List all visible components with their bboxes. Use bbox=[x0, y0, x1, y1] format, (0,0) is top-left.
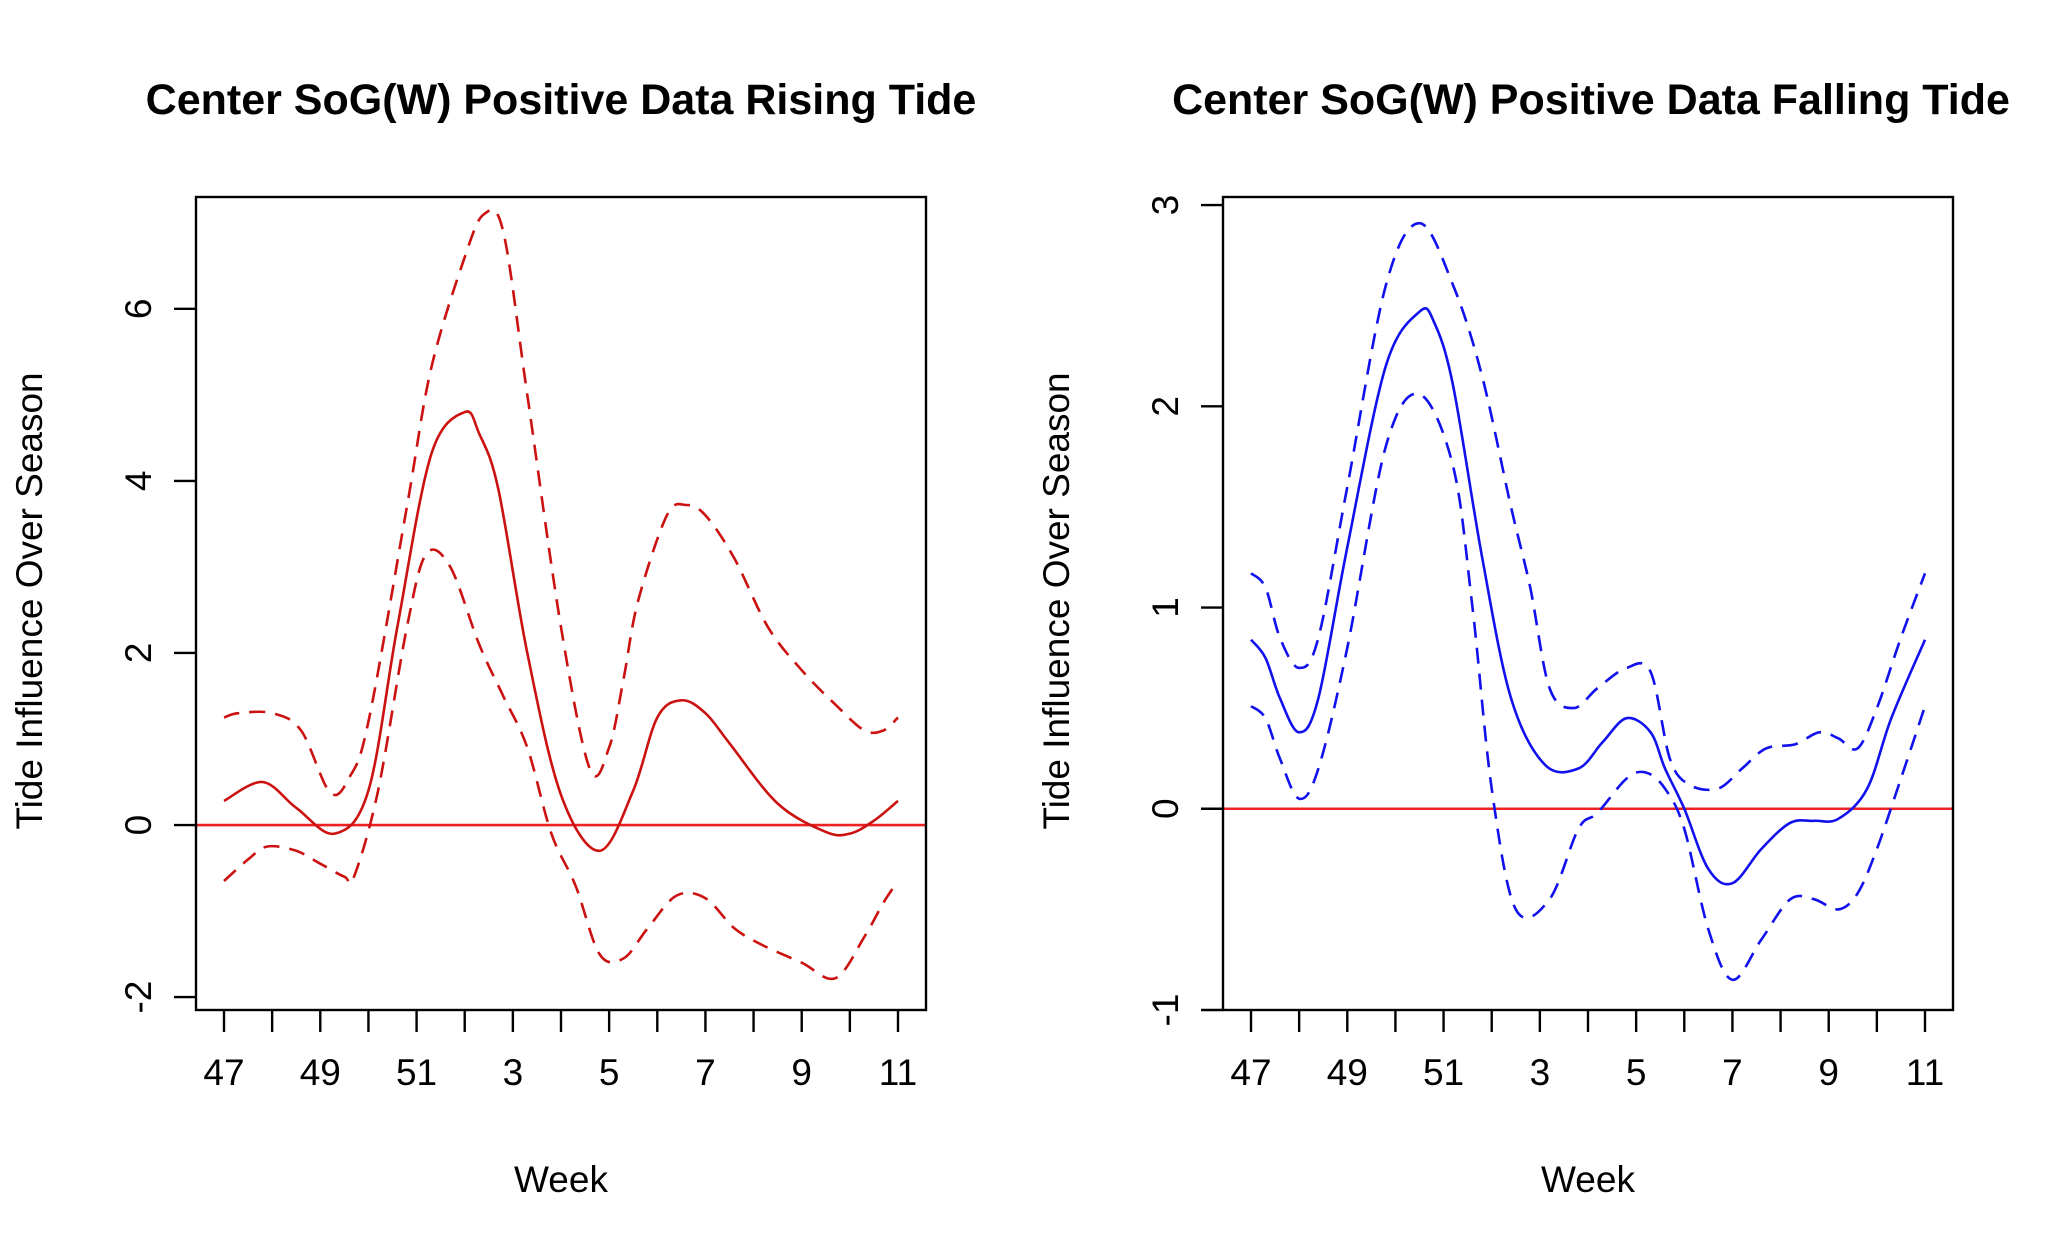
y-tick-label: 6 bbox=[118, 299, 159, 320]
x-tick-label: 7 bbox=[1722, 1052, 1743, 1093]
chart-title: Center SoG(W) Positive Data Rising Tide bbox=[146, 76, 977, 124]
x-tick-label: 5 bbox=[599, 1052, 620, 1093]
x-tick-label: 5 bbox=[1626, 1052, 1647, 1093]
plot-frame bbox=[194, 195, 928, 1012]
x-axis-label: Week bbox=[514, 1159, 608, 1200]
y-tick-label: 0 bbox=[118, 815, 159, 836]
chart-title: Center SoG(W) Positive Data Falling Tide bbox=[1172, 76, 2010, 124]
series-estimate-line bbox=[223, 410, 899, 853]
y-axis-label: Tide Influence Over Season bbox=[9, 372, 50, 829]
series-upper-line bbox=[1250, 221, 1927, 792]
x-tick-label: 9 bbox=[1818, 1052, 1839, 1093]
x-tick-label: 3 bbox=[503, 1052, 524, 1093]
x-tick-label: 49 bbox=[300, 1052, 341, 1093]
y-tick-label: -2 bbox=[118, 981, 159, 1014]
x-tick-label: 11 bbox=[879, 1052, 917, 1093]
series-lower-line bbox=[1250, 392, 1927, 982]
y-tick-label: 4 bbox=[118, 471, 159, 492]
y-tick-label: 3 bbox=[1145, 195, 1186, 216]
y-tick-label: 0 bbox=[1145, 798, 1186, 819]
plot-frame bbox=[1221, 195, 1955, 1012]
x-tick-label: 47 bbox=[203, 1052, 244, 1093]
x-tick-label: 9 bbox=[791, 1052, 812, 1093]
x-tick-label: 51 bbox=[396, 1052, 437, 1093]
x-tick-label: 3 bbox=[1530, 1052, 1551, 1093]
panel-falling-tide: Center SoG(W) Positive Data Falling Tide… bbox=[1036, 76, 2010, 1200]
y-tick-label: 2 bbox=[118, 643, 159, 664]
x-axis-label: Week bbox=[1541, 1159, 1635, 1200]
x-tick-label: 49 bbox=[1327, 1052, 1368, 1093]
series-estimate-line bbox=[1249, 307, 1927, 886]
plot-area: 47 49 51 3 5 7 9 11 -1 0 1 2 3 bbox=[1145, 195, 1953, 1093]
x-tick-label: 51 bbox=[1423, 1052, 1464, 1093]
x-tick-label: 47 bbox=[1230, 1052, 1271, 1093]
y-tick-label: 2 bbox=[1145, 396, 1186, 417]
x-tick-label: 11 bbox=[1906, 1052, 1944, 1093]
plot-area: 47 49 51 3 5 7 9 11 -2 0 2 4 6 bbox=[118, 208, 926, 1093]
y-tick-label: 1 bbox=[1145, 597, 1186, 618]
series-upper-line bbox=[223, 208, 899, 797]
x-tick-label: 7 bbox=[695, 1052, 716, 1093]
panel-rising-tide: Center SoG(W) Positive Data Rising Tide … bbox=[9, 76, 976, 1200]
y-tick-label: -1 bbox=[1145, 994, 1186, 1027]
y-axis-label: Tide Influence Over Season bbox=[1036, 372, 1077, 829]
series-lower-line bbox=[223, 548, 900, 981]
